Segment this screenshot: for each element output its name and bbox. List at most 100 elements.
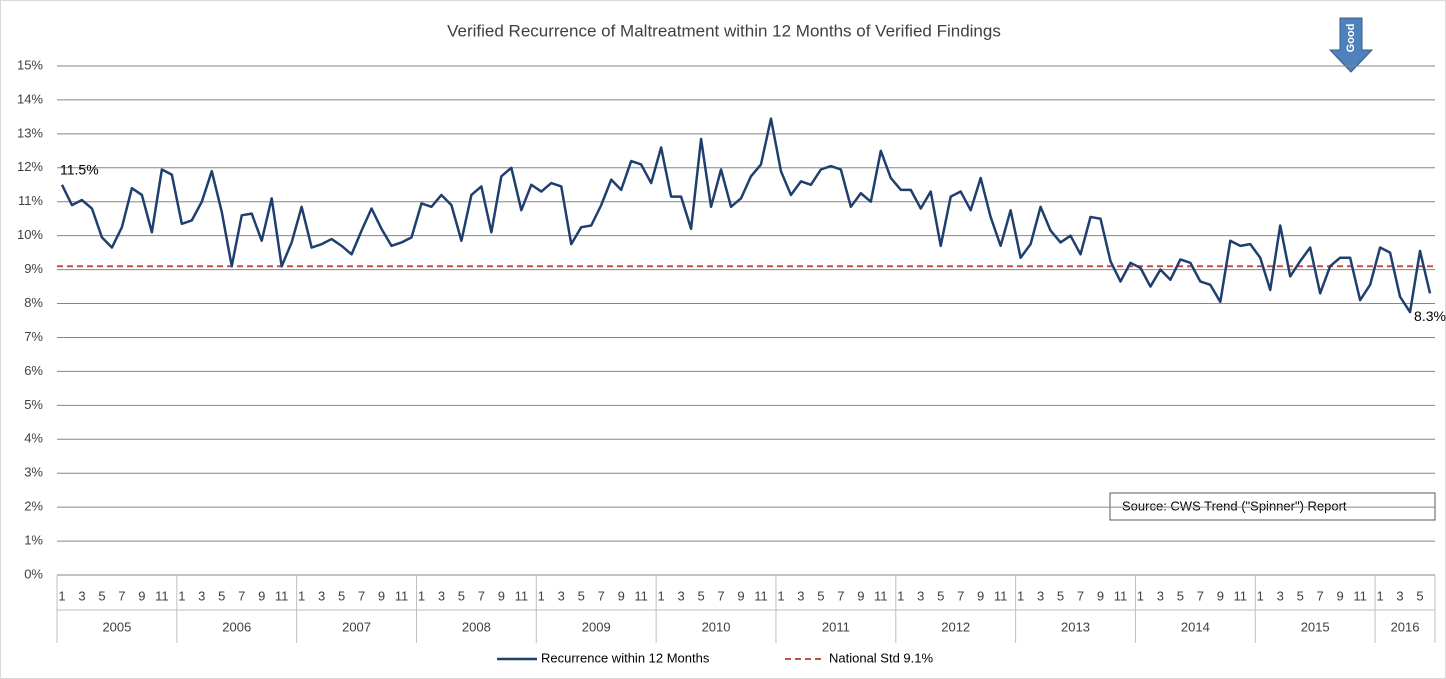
x-tick-label: 11 [275,588,289,603]
year-label: 2011 [822,619,850,634]
source-note: Source: CWS Trend ("Spinner") Report [1122,498,1347,513]
year-label: 2009 [582,619,611,634]
x-tick-label: 1 [298,588,305,603]
x-tick-label: 11 [994,588,1008,603]
y-tick-label: 13% [17,125,43,140]
x-tick-label: 7 [1317,588,1324,603]
year-label: 2005 [102,619,131,634]
x-tick-label: 11 [1234,588,1248,603]
x-tick-label: 5 [817,588,824,603]
arrow-shape [1328,17,1374,73]
x-tick-label: 7 [1077,588,1084,603]
y-tick-label: 6% [24,363,43,378]
x-tick-label: 3 [78,588,85,603]
x-tick-label: 5 [578,588,585,603]
legend-label: Recurrence within 12 Months [541,650,710,665]
x-tick-label: 1 [1257,588,1264,603]
legend-label: National Std 9.1% [829,650,934,665]
y-tick-label: 14% [17,91,43,106]
y-tick-label: 5% [24,397,43,412]
x-tick-label: 1 [777,588,784,603]
x-tick-label: 9 [498,588,505,603]
x-tick-label: 9 [258,588,265,603]
year-label: 2007 [342,619,371,634]
x-tick-label: 5 [218,588,225,603]
x-tick-label: 5 [697,588,704,603]
x-tick-label: 1 [897,588,904,603]
data-label: 8.3% [1414,308,1446,324]
x-tick-label: 3 [1396,588,1403,603]
x-tick-label: 7 [478,588,485,603]
x-tick-label: 5 [1057,588,1064,603]
source-box [1109,492,1436,521]
arrow-label: Good [1345,24,1357,53]
x-tick-label: 9 [138,588,145,603]
y-tick-label: 2% [24,499,43,514]
year-label: 2008 [462,619,491,634]
x-tick-label: 5 [458,588,465,603]
series-line [60,117,1432,314]
x-tick-label: 11 [874,588,888,603]
x-tick-label: 9 [857,588,864,603]
x-tick-label: 1 [178,588,185,603]
x-tick-label: 1 [538,588,545,603]
year-label: 2014 [1181,619,1210,634]
x-tick-label: 5 [98,588,105,603]
x-tick-label: 1 [1137,588,1144,603]
x-tick-label: 9 [977,588,984,603]
y-tick-label: 0% [24,566,43,581]
chart-title: Verified Recurrence of Maltreatment with… [447,21,1001,40]
x-tick-label: 9 [378,588,385,603]
x-tick-label: 3 [1277,588,1284,603]
x-tick-label: 9 [1097,588,1104,603]
x-tick-label: 3 [917,588,924,603]
y-tick-label: 15% [17,57,43,72]
x-tick-label: 3 [677,588,684,603]
y-tick-label: 8% [24,295,43,310]
x-tick-label: 9 [737,588,744,603]
year-label: 2010 [702,619,731,634]
x-tick-label: 9 [1337,588,1344,603]
y-tick-label: 4% [24,431,43,446]
y-tick-label: 3% [24,465,43,480]
y-tick-label: 9% [24,261,43,276]
x-tick-label: 5 [937,588,944,603]
x-tick-label: 11 [1114,588,1128,603]
x-tick-label: 7 [238,588,245,603]
x-tick-label: 5 [1297,588,1304,603]
x-tick-label: 7 [837,588,844,603]
good-arrow: Good [1328,17,1374,73]
x-tick-label: 11 [155,588,169,603]
x-tick-label: 3 [1037,588,1044,603]
data-label: 11.5% [60,161,99,177]
year-label: 2012 [941,619,970,634]
x-tick-label: 3 [1157,588,1164,603]
year-label: 2013 [1061,619,1090,634]
x-tick-label: 5 [1416,588,1423,603]
x-tick-label: 5 [338,588,345,603]
x-tick-label: 1 [1017,588,1024,603]
x-tick-label: 1 [418,588,425,603]
y-tick-label: 12% [17,159,43,174]
x-tick-label: 11 [634,588,648,603]
x-tick-label: 1 [658,588,665,603]
x-tick-label: 1 [58,588,65,603]
x-tick-label: 11 [1353,588,1367,603]
x-tick-label: 3 [797,588,804,603]
x-tick-label: 7 [598,588,605,603]
year-label: 2015 [1301,619,1330,634]
x-tick-label: 3 [438,588,445,603]
y-tick-label: 11% [18,193,43,208]
y-tick-label: 1% [24,533,43,548]
x-tick-label: 1 [1376,588,1383,603]
y-tick-label: 7% [24,329,43,344]
x-tick-label: 11 [754,588,768,603]
x-tick-label: 9 [1217,588,1224,603]
x-tick-label: 7 [1197,588,1204,603]
x-tick-label: 9 [618,588,625,603]
x-tick-label: 11 [515,588,529,603]
x-tick-label: 3 [198,588,205,603]
x-tick-label: 7 [118,588,125,603]
